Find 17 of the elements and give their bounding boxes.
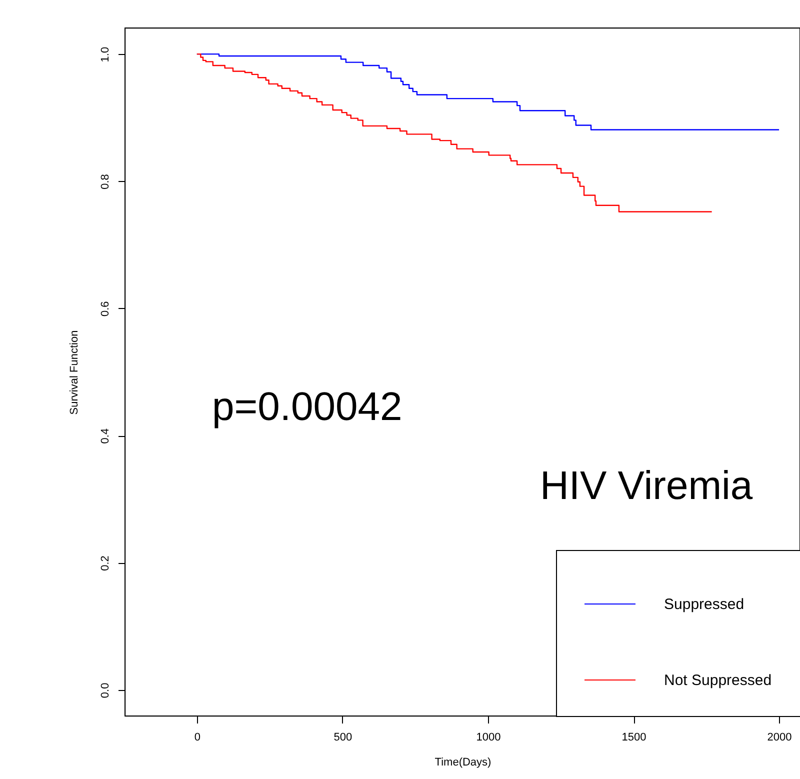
x-axis-title: Time(Days) bbox=[434, 756, 492, 768]
x-tick-label: 1000 bbox=[476, 732, 501, 744]
y-tick-label: 0.4 bbox=[100, 428, 112, 444]
legend-label: Not Suppressed bbox=[664, 672, 772, 689]
y-tick-label: 0.0 bbox=[100, 682, 112, 698]
y-tick-label: 0.2 bbox=[100, 556, 112, 571]
y-tick-label: 0.8 bbox=[100, 174, 112, 190]
annotation: HIV Viremia bbox=[540, 464, 754, 508]
legend-label: Suppressed bbox=[664, 596, 744, 613]
y-tick-label: 0.6 bbox=[100, 301, 112, 317]
x-tick-label: 1500 bbox=[622, 732, 646, 744]
y-tick-label: 1.0 bbox=[100, 46, 112, 62]
x-tick-label: 500 bbox=[334, 732, 352, 744]
annotation: p=0.00042 bbox=[212, 385, 402, 429]
x-tick-label: 0 bbox=[194, 732, 200, 744]
x-tick-label: 2000 bbox=[767, 732, 792, 744]
y-axis-title: Survival Function bbox=[68, 330, 80, 415]
